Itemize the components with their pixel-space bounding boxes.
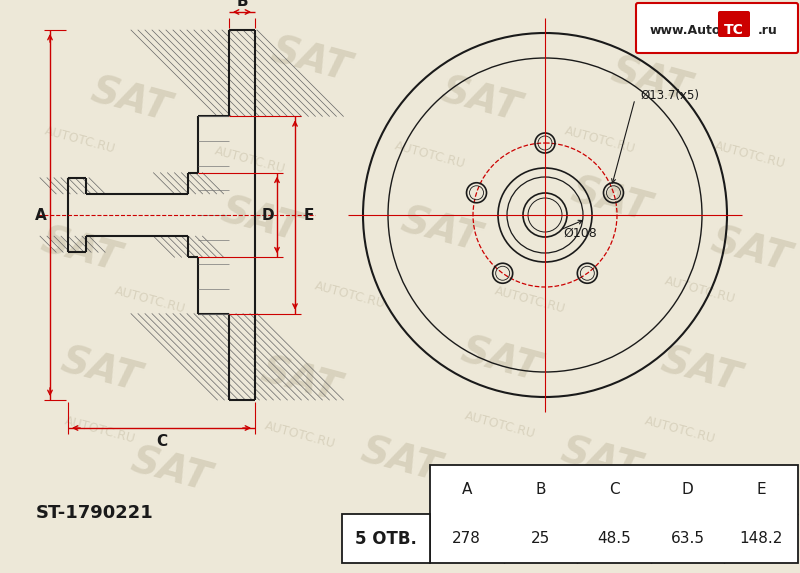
Text: 25: 25: [530, 531, 550, 546]
Bar: [430, 465, 798, 563]
Text: AUTOTC.RU: AUTOTC.RU: [263, 419, 337, 451]
Text: SAT: SAT: [706, 221, 794, 279]
Text: .ru: .ru: [758, 23, 778, 37]
Text: Ø108: Ø108: [563, 226, 597, 240]
Text: AUTOTC.RU: AUTOTC.RU: [643, 414, 717, 446]
Text: AUTOTC.RU: AUTOTC.RU: [43, 124, 117, 156]
Text: 63.5: 63.5: [670, 531, 705, 546]
Text: AUTOTC.RU: AUTOTC.RU: [313, 279, 387, 311]
Text: D: D: [682, 482, 694, 497]
Text: C: C: [156, 434, 167, 449]
Text: AUTOTC.RU: AUTOTC.RU: [713, 139, 787, 171]
Text: SAT: SAT: [436, 71, 524, 129]
Text: SAT: SAT: [266, 31, 354, 89]
Text: B: B: [236, 0, 248, 10]
Text: ST-1790221: ST-1790221: [36, 504, 154, 522]
Text: SAT: SAT: [256, 351, 344, 409]
FancyBboxPatch shape: [636, 3, 798, 53]
Text: SAT: SAT: [656, 341, 744, 399]
Text: AUTOTC.RU: AUTOTC.RU: [113, 284, 187, 316]
Text: AUTOTC.RU: AUTOTC.RU: [493, 284, 567, 316]
Text: A: A: [35, 207, 47, 222]
Text: TC: TC: [724, 23, 744, 37]
Text: 148.2: 148.2: [739, 531, 783, 546]
Text: 48.5: 48.5: [597, 531, 631, 546]
Text: SAT: SAT: [86, 71, 174, 129]
Text: AUTOTC.RU: AUTOTC.RU: [393, 139, 467, 171]
Text: Ø13.7(x5): Ø13.7(x5): [640, 88, 699, 101]
Text: SAT: SAT: [606, 51, 694, 109]
Text: SAT: SAT: [56, 341, 144, 399]
Text: SAT: SAT: [126, 441, 214, 499]
Text: E: E: [756, 482, 766, 497]
Text: SAT: SAT: [566, 171, 654, 229]
Text: E: E: [304, 207, 314, 222]
Text: B: B: [535, 482, 546, 497]
Text: AUTOTC.RU: AUTOTC.RU: [63, 414, 137, 446]
Text: AUTOTC.RU: AUTOTC.RU: [563, 124, 637, 156]
Text: SAT: SAT: [216, 191, 304, 249]
Text: SAT: SAT: [456, 331, 544, 389]
Text: AUTOTC.RU: AUTOTC.RU: [213, 144, 287, 176]
Text: A: A: [462, 482, 472, 497]
FancyBboxPatch shape: [718, 11, 750, 37]
Text: 278: 278: [452, 531, 482, 546]
Text: C: C: [609, 482, 619, 497]
Text: SAT: SAT: [396, 201, 484, 259]
Text: D: D: [262, 207, 274, 222]
Text: SAT: SAT: [36, 221, 124, 279]
Text: SAT: SAT: [556, 431, 644, 489]
Text: AUTOTC.RU: AUTOTC.RU: [663, 274, 737, 306]
Text: AUTOTC.RU: AUTOTC.RU: [463, 409, 537, 441]
Bar: [342, 514, 430, 563]
Text: SAT: SAT: [356, 431, 444, 489]
Text: 5 ОТВ.: 5 ОТВ.: [355, 529, 417, 547]
Text: www.Auto: www.Auto: [650, 23, 722, 37]
